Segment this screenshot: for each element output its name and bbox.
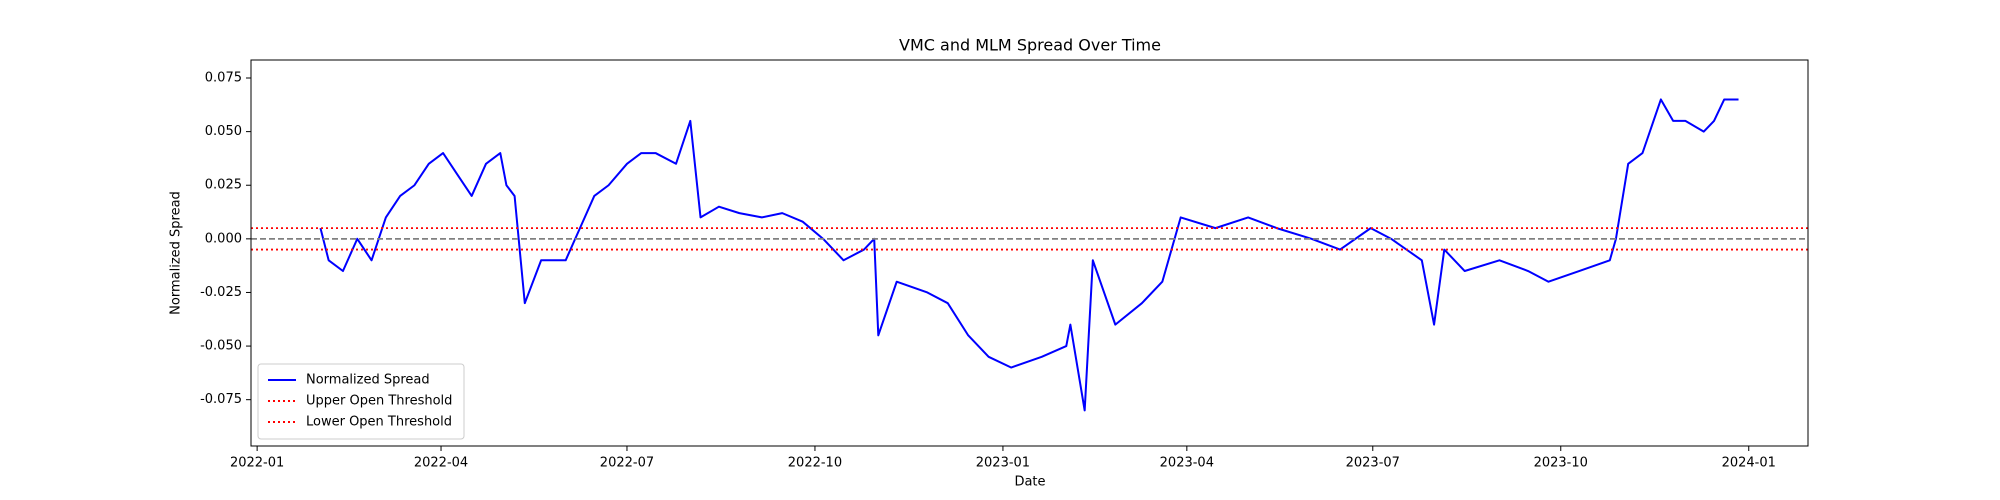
x-tick-label: 2023-04 bbox=[1160, 456, 1214, 471]
y-tick-label: 0.025 bbox=[205, 178, 242, 193]
x-tick-label: 2023-10 bbox=[1534, 456, 1588, 471]
x-tick-label: 2023-07 bbox=[1346, 456, 1400, 471]
x-tick-label: 2024-01 bbox=[1722, 456, 1776, 471]
legend-label: Upper Open Threshold bbox=[306, 394, 452, 409]
x-tick-label: 2022-01 bbox=[230, 456, 284, 471]
x-tick-label: 2023-01 bbox=[976, 456, 1030, 471]
x-tick-label: 2022-10 bbox=[788, 456, 842, 471]
chart-title: VMC and MLM Spread Over Time bbox=[899, 36, 1161, 55]
plot-frame bbox=[250, 59, 1809, 447]
data-line bbox=[319, 98, 1739, 412]
y-tick-label: 0.000 bbox=[205, 231, 242, 246]
y-tick-label: 0.075 bbox=[205, 71, 242, 86]
x-tick-label: 2022-07 bbox=[600, 456, 654, 471]
legend-label: Lower Open Threshold bbox=[306, 415, 452, 430]
x-axis-label: Date bbox=[1014, 475, 1045, 490]
y-tick-label: 0.050 bbox=[205, 124, 242, 139]
legend-box bbox=[257, 363, 465, 440]
legend-label: Normalized Spread bbox=[306, 373, 430, 388]
y-tick-label: -0.075 bbox=[200, 392, 242, 407]
y-tick-label: -0.050 bbox=[200, 339, 242, 354]
y-axis-label: Normalized Spread bbox=[169, 191, 184, 315]
x-tick-label: 2022-04 bbox=[414, 456, 468, 471]
y-tick-label: -0.025 bbox=[200, 285, 242, 300]
